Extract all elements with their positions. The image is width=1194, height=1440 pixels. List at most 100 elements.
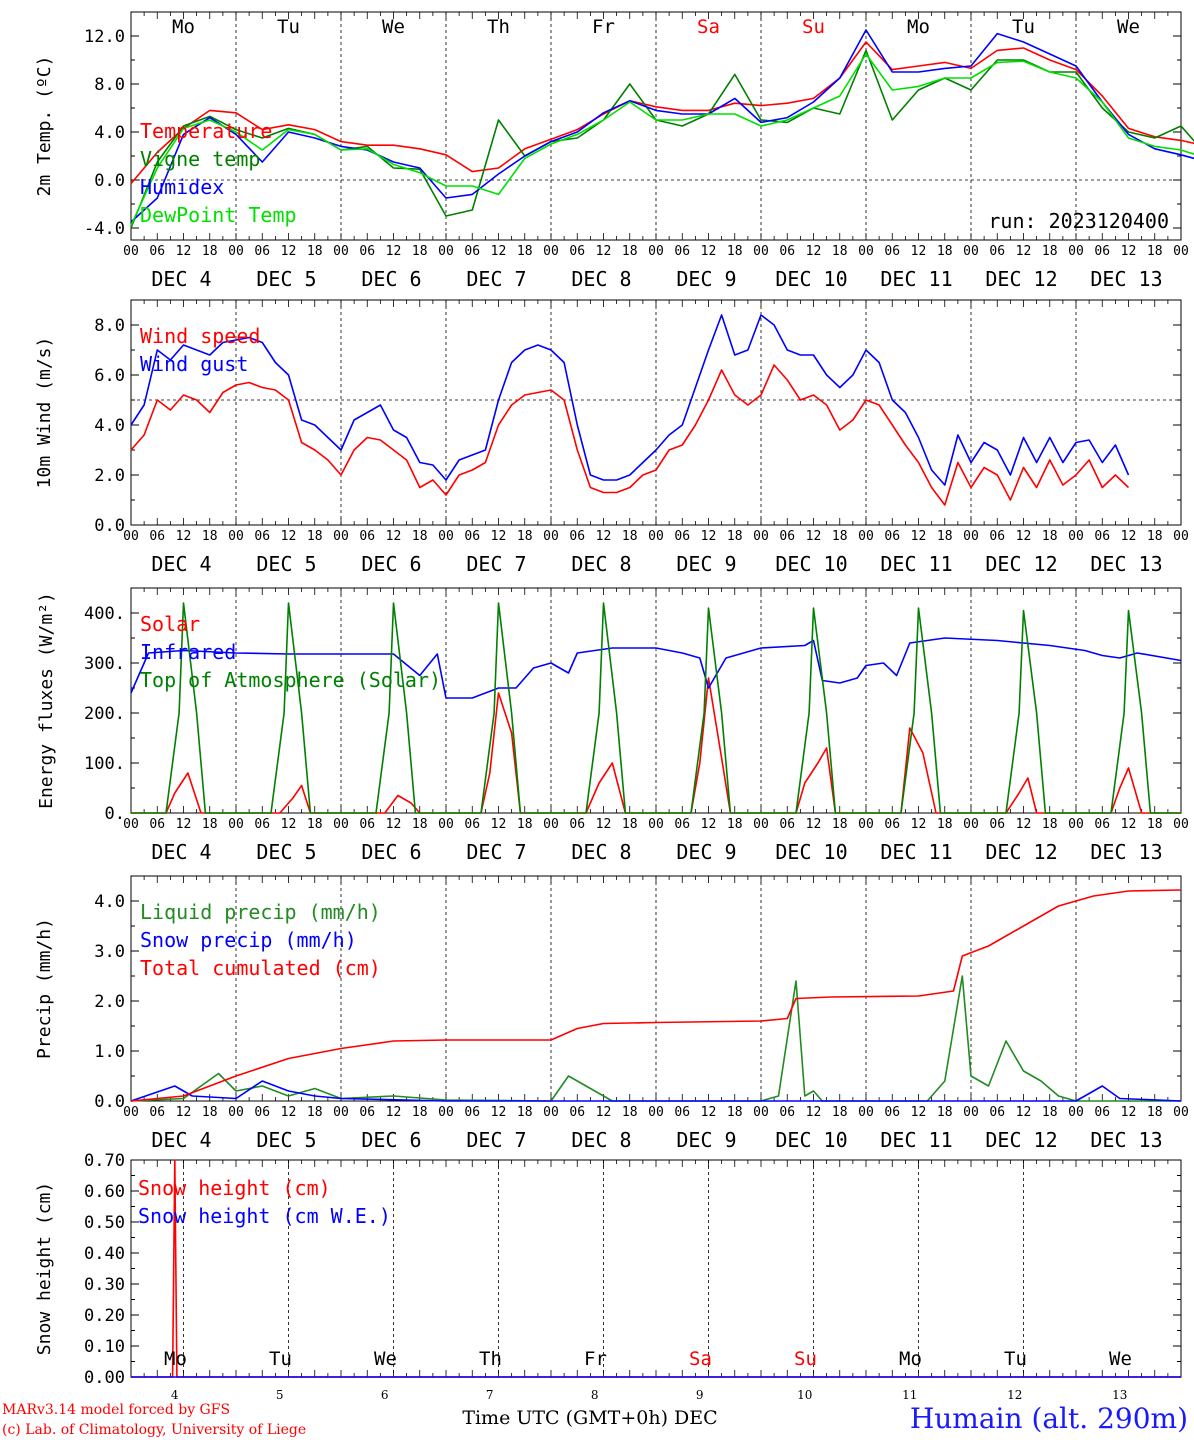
series-line xyxy=(131,602,1181,814)
day-number-label: 12 xyxy=(1007,1388,1022,1402)
hour-tick-label: 00 xyxy=(543,1105,559,1120)
hour-tick-label: 00 xyxy=(438,529,454,544)
hour-tick-label: 18 xyxy=(412,244,428,259)
day-label: DEC 9 xyxy=(676,1128,736,1152)
hour-tick-label: 06 xyxy=(989,529,1005,544)
series-line xyxy=(130,314,1130,486)
day-label: DEC 6 xyxy=(361,267,421,291)
day-label: DEC 5 xyxy=(256,840,316,864)
hour-tick-label: 18 xyxy=(307,529,323,544)
hour-tick-label: 00 xyxy=(123,244,139,259)
hour-tick-label: 00 xyxy=(123,529,139,544)
day-label: DEC 5 xyxy=(256,1128,316,1152)
legend-entry: Total cumulated (cm) xyxy=(140,956,381,980)
hour-tick-label: 06 xyxy=(674,817,690,832)
day-label: DEC 5 xyxy=(256,552,316,576)
hour-tick-label: 12 xyxy=(596,1105,612,1120)
y-tick-label: 1.0 xyxy=(94,1042,125,1062)
hour-tick-label: 12 xyxy=(281,244,297,259)
day-label: DEC 6 xyxy=(361,552,421,576)
day-label: DEC 11 xyxy=(880,552,952,576)
hour-tick-label: 12 xyxy=(701,244,717,259)
hour-tick-label: 18 xyxy=(517,817,533,832)
hour-tick-label: 12 xyxy=(176,817,192,832)
hour-tick-label: 06 xyxy=(464,1105,480,1120)
hour-tick-label: 00 xyxy=(123,1105,139,1120)
credit-line-1: MARv3.14 model forced by GFS xyxy=(2,1402,230,1418)
y-tick-label: 2.0 xyxy=(94,992,125,1012)
hour-tick-label: 18 xyxy=(202,1105,218,1120)
hour-tick-label: 18 xyxy=(202,244,218,259)
y-tick-label: 300. xyxy=(84,654,125,674)
hour-tick-label: 12 xyxy=(281,817,297,832)
hour-tick-label: 00 xyxy=(1173,1105,1189,1120)
hour-tick-label: 00 xyxy=(438,244,454,259)
hour-tick-label: 12 xyxy=(281,1105,297,1120)
y-axis-label: Precip (mm/h) xyxy=(34,918,55,1059)
hour-tick-label: 00 xyxy=(228,817,244,832)
hour-tick-label: 18 xyxy=(1147,244,1163,259)
day-number-label: 5 xyxy=(276,1388,284,1402)
hour-tick-label: 12 xyxy=(596,817,612,832)
hour-tick-label: 18 xyxy=(727,817,743,832)
hour-tick-label: 00 xyxy=(858,1105,874,1120)
series-line xyxy=(130,49,1194,229)
hour-tick-label: 00 xyxy=(648,529,664,544)
hour-tick-label: 00 xyxy=(858,529,874,544)
series-line xyxy=(130,53,1194,226)
day-number-label: 4 xyxy=(171,1388,179,1402)
hour-tick-label: 12 xyxy=(386,529,402,544)
hour-tick-label: 00 xyxy=(1068,244,1084,259)
weekday-label: Tu xyxy=(269,1348,292,1370)
hour-tick-label: 00 xyxy=(648,244,664,259)
y-tick-label: 400. xyxy=(84,604,125,624)
day-label: DEC 12 xyxy=(985,552,1057,576)
y-axis-label: Snow height (cm) xyxy=(34,1182,55,1355)
station-label: Humain (alt. 290m) xyxy=(910,1402,1188,1435)
y-tick-label: 0.30 xyxy=(84,1275,125,1295)
x-axis-label: Time UTC (GMT+0h) DEC xyxy=(462,1407,717,1429)
hour-tick-label: 06 xyxy=(1094,817,1110,832)
weekday-label: Tu xyxy=(1004,1348,1027,1370)
series-line xyxy=(130,364,1130,506)
day-label: DEC 8 xyxy=(571,267,631,291)
day-number-label: 9 xyxy=(696,1388,704,1402)
day-label: DEC 9 xyxy=(676,552,736,576)
day-label: DEC 5 xyxy=(256,267,316,291)
day-label: DEC 7 xyxy=(466,267,526,291)
y-tick-label: 8.0 xyxy=(94,316,125,336)
y-tick-label: 200. xyxy=(84,704,125,724)
hour-tick-label: 18 xyxy=(307,244,323,259)
hour-tick-label: 00 xyxy=(333,1105,349,1120)
weekday-label: We xyxy=(374,1348,397,1370)
weekday-label: Mo xyxy=(164,1348,187,1370)
hour-tick-label: 12 xyxy=(701,529,717,544)
hour-tick-label: 00 xyxy=(963,1105,979,1120)
legend-entry: Top of Atmosphere (Solar) xyxy=(140,668,441,692)
hour-tick-label: 12 xyxy=(911,1105,927,1120)
hour-tick-label: 18 xyxy=(517,1105,533,1120)
hour-tick-label: 06 xyxy=(464,529,480,544)
panel-5: 0.00 0.10 0.20 0.30 0.40 0.50 0.60 0.70 Snow hei… xyxy=(34,1151,1182,1429)
hour-tick-label: 12 xyxy=(1121,1105,1137,1120)
series-line xyxy=(130,1080,1182,1102)
hour-tick-label: 12 xyxy=(701,1105,717,1120)
y-tick-label: 0.60 xyxy=(84,1182,125,1202)
hour-tick-label: 00 xyxy=(753,244,769,259)
legend-entry: DewPoint Temp xyxy=(140,203,297,227)
y-tick-label: 0.10 xyxy=(84,1337,125,1357)
hour-tick-label: 06 xyxy=(149,1105,165,1120)
hour-tick-label: 18 xyxy=(832,1105,848,1120)
hour-tick-label: 00 xyxy=(753,1105,769,1120)
hour-tick-label: 12 xyxy=(1121,817,1137,832)
hour-tick-label: 12 xyxy=(1121,244,1137,259)
y-tick-label: 8.0 xyxy=(94,75,125,95)
y-tick-label: 4.0 xyxy=(94,416,125,436)
y-tick-label: 0.40 xyxy=(84,1244,125,1264)
hour-tick-label: 18 xyxy=(517,529,533,544)
hour-tick-label: 18 xyxy=(622,244,638,259)
hour-tick-label: 00 xyxy=(1068,817,1084,832)
legend-entry: Temperature xyxy=(140,119,272,143)
hour-tick-label: 00 xyxy=(228,244,244,259)
hour-tick-label: 12 xyxy=(911,817,927,832)
